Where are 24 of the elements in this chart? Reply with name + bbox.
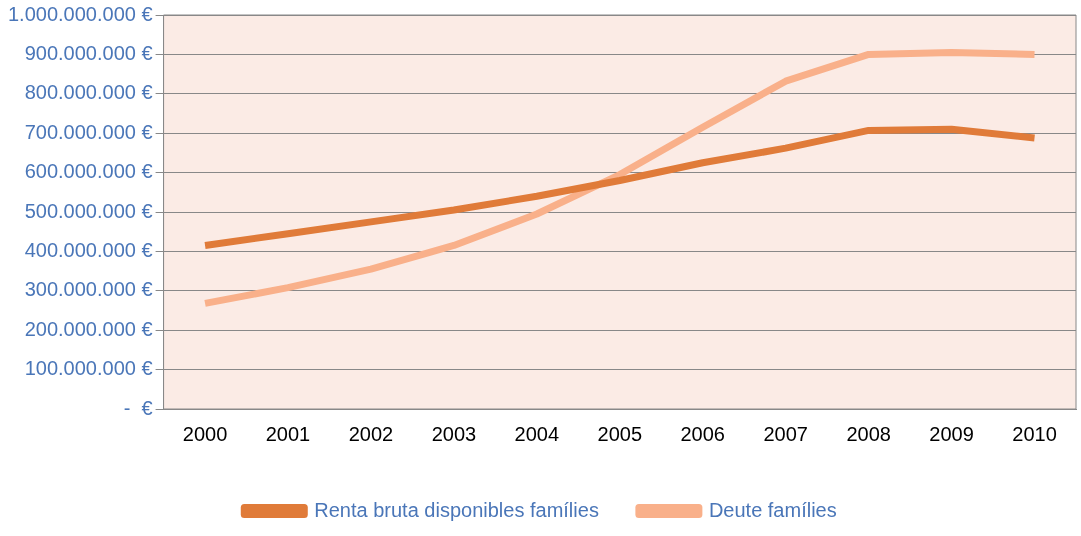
y-tick-label: 900.000.000 € [24,41,153,64]
x-tick-label: 2003 [431,422,477,445]
x-tick-label: 2000 [182,422,228,445]
x-tick-label: 2004 [514,422,560,445]
y-tick-label: 200.000.000 € [24,317,153,340]
y-tick-label: 1.000.000.000 € [7,2,153,25]
x-tick-label: 2001 [265,422,311,445]
x-tick-label: 2009 [929,422,974,445]
y-tick-label: 600.000.000 € [24,160,153,183]
x-tick-label: 2007 [763,422,808,445]
x-tick-label: 2002 [348,422,394,445]
x-tick-label: 2010 [1012,422,1057,445]
y-tick-label: 700.000.000 € [24,120,153,143]
y-tick-label: 100.000.000 € [24,357,153,380]
x-tick-label: 2006 [680,422,725,445]
y-tick-label: 300.000.000 € [24,278,153,301]
y-tick-label: 800.000.000 € [24,81,153,104]
y-tick-label: 500.000.000 € [24,199,153,222]
legend-label: Renta bruta disponibles famílies [314,498,599,521]
x-tick-label: 2005 [597,422,643,445]
y-tick-label: - € [123,396,153,419]
legend-label: Deute famílies [708,498,837,521]
y-tick-label: 400.000.000 € [24,238,153,261]
x-tick-label: 2008 [846,422,891,445]
